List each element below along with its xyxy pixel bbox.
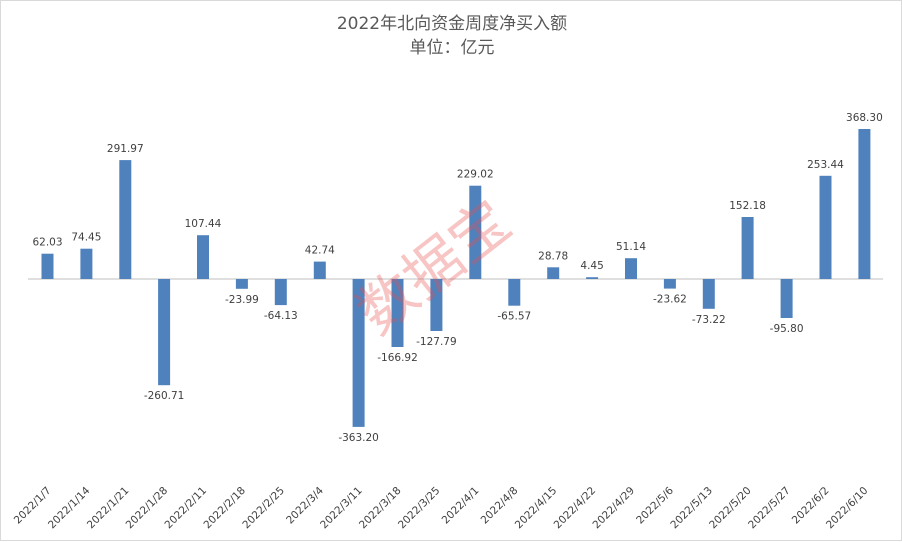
bar: [780, 279, 793, 318]
x-tick-label: 2022/3/25: [396, 485, 443, 532]
bar: [625, 258, 637, 279]
data-label: 368.30: [846, 112, 883, 124]
x-tick-label: 2022/4/1: [440, 485, 482, 527]
data-label: -23.99: [225, 294, 259, 306]
bar: [702, 279, 715, 309]
data-label: 291.97: [107, 143, 144, 155]
data-label: -64.13: [264, 310, 298, 322]
bar: [235, 279, 248, 289]
data-label: -363.20: [338, 432, 379, 444]
bar: [274, 279, 287, 306]
bar: [586, 277, 599, 279]
x-tick-label: 2022/6/10: [824, 485, 871, 532]
bar: [430, 279, 443, 331]
data-label: -73.22: [692, 314, 726, 326]
data-label: -65.57: [497, 311, 531, 323]
data-label: -23.62: [653, 294, 687, 306]
data-label: 51.14: [616, 241, 646, 253]
bar: [741, 217, 754, 279]
bar: [158, 279, 171, 386]
data-label: 4.45: [580, 260, 603, 272]
data-label: 42.74: [305, 245, 335, 257]
data-label: 74.45: [71, 232, 101, 244]
bar: [508, 279, 521, 306]
data-label: 152.18: [729, 200, 766, 212]
chart-subtitle: 单位：亿元: [409, 38, 495, 58]
x-tick-label: 2022/4/29: [591, 485, 638, 532]
data-label: 253.44: [807, 159, 844, 171]
x-tick-label: 2022/5/27: [746, 485, 793, 532]
data-label: 28.78: [538, 250, 568, 262]
bar: [197, 235, 209, 279]
bar: [858, 129, 871, 279]
data-label: 107.44: [185, 218, 222, 230]
bar: [119, 160, 132, 279]
data-label: -260.71: [144, 390, 185, 402]
bar: [313, 261, 326, 279]
bar: [547, 267, 560, 279]
bar: [352, 279, 365, 427]
bar: [819, 175, 832, 279]
data-label: -127.79: [416, 336, 457, 348]
bar: [469, 185, 482, 279]
bar: [663, 279, 676, 289]
chart-title: 2022年北向资金周度净买入额: [336, 14, 568, 34]
data-label: -166.92: [377, 352, 418, 364]
bar: [80, 248, 93, 279]
data-label: 229.02: [457, 169, 494, 181]
x-tick-label: 2022/2/25: [240, 485, 287, 532]
data-label: 62.03: [32, 237, 62, 249]
bar: [41, 253, 54, 279]
data-label: -95.80: [770, 323, 804, 335]
bar: [391, 279, 404, 347]
